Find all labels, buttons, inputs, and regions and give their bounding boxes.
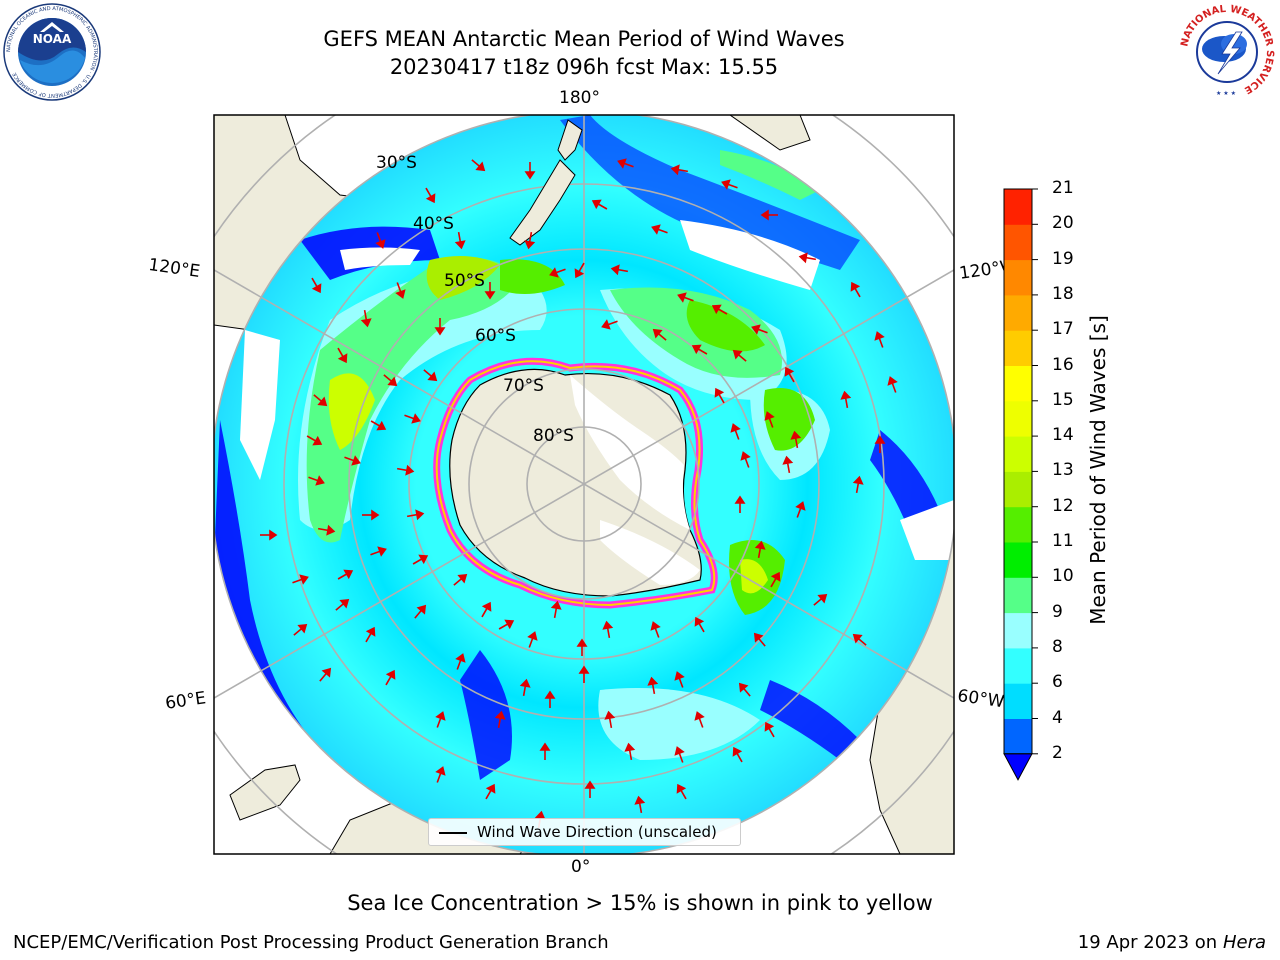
lat-label-70s: 70°S	[503, 376, 544, 396]
colorbar-segment	[1004, 647, 1032, 684]
colorbar-segment	[1004, 294, 1032, 331]
colorbar-segment	[1004, 400, 1032, 437]
lat-label-80s: 80°S	[533, 426, 574, 446]
polar-map: 30°S 40°S 50°S 60°S 70°S 80°S	[213, 114, 955, 855]
colorbar-segment	[1004, 224, 1032, 261]
svg-text:★ ★ ★: ★ ★ ★	[1216, 90, 1236, 97]
nws-logo: NATIONAL WEATHER SERVICE ★ ★ ★	[1176, 2, 1278, 102]
colorbar-tick-label: 17	[1052, 319, 1074, 340]
footer-date: 19 Apr 2023 on Hera	[1078, 932, 1266, 953]
new-zealand-land	[509, 159, 576, 246]
colorbar-tick-label: 13	[1052, 460, 1074, 481]
legend-label: Wind Wave Direction (unscaled)	[477, 823, 717, 841]
colorbar-tick-label: 16	[1052, 354, 1074, 375]
colorbar-tick-label: 15	[1052, 389, 1074, 410]
lat-label-60s: 60°S	[475, 326, 516, 346]
footer-date-text: 19 Apr 2023 on	[1077, 932, 1223, 953]
colorbar-tick-label: 11	[1052, 531, 1074, 551]
lat-label-30s: 30°S	[376, 153, 417, 173]
colorbar-tick-label: 10	[1052, 566, 1074, 587]
colorbar-segment	[1004, 506, 1032, 543]
colorbar-extend-arrow	[1003, 753, 1033, 781]
noaa-logo-text: NOAA	[33, 32, 72, 46]
lat-label-50s: 50°S	[444, 271, 485, 291]
colorbar-segment	[1004, 542, 1032, 578]
footer-producer: NCEP/EMC/Verification Post Processing Pr…	[13, 932, 609, 953]
colorbar-label: Mean Period of Wind Waves [s]	[1086, 315, 1110, 625]
colorbar-tick-label: 4	[1052, 707, 1063, 728]
colorbar	[998, 182, 1056, 786]
lon-label-60e: 60°E	[164, 688, 208, 714]
colorbar-segment	[1004, 612, 1032, 649]
colorbar-tick-label: 2	[1052, 742, 1063, 763]
colorbar-svg	[1003, 188, 1038, 781]
colorbar-segment	[1004, 330, 1032, 366]
colorbar-tick-label: 12	[1052, 495, 1074, 516]
colorbar-segment	[1004, 718, 1032, 755]
legend-line-sample	[439, 832, 467, 834]
colorbar-segment	[1004, 259, 1032, 296]
footer-machine: Hera	[1222, 932, 1266, 953]
chart-subtitle: 20230417 t18z 096h fcst Max: 15.55	[389, 55, 779, 79]
colorbar-segment	[1004, 577, 1032, 614]
chart-title: GEFS MEAN Antarctic Mean Period of Wind …	[323, 27, 845, 51]
colorbar-segment	[1004, 471, 1032, 508]
colorbar-segment	[1004, 189, 1032, 225]
colorbar-tick-labels: 2 4 6 8 9 10 11 12 13 14 15 16 17 18 19 20 21	[1042, 178, 1102, 770]
colorbar-segment	[1004, 436, 1032, 472]
lon-label-180: 180°	[559, 88, 600, 108]
madagascar-land	[229, 764, 301, 821]
colorbar-segment	[1004, 683, 1032, 719]
colorbar-tick-label: 18	[1052, 283, 1074, 304]
noaa-logo: NATIONAL OCEANIC AND ATMOSPHERIC ADMINIS…	[2, 2, 102, 102]
colorbar-tick-label: 6	[1052, 672, 1063, 693]
colorbar-tick-label: 21	[1052, 178, 1074, 198]
sea-ice-note: Sea Ice Concentration > 15% is shown in …	[347, 891, 933, 915]
map-legend: Wind Wave Direction (unscaled)	[428, 818, 741, 846]
colorbar-tick-label: 9	[1052, 601, 1063, 622]
colorbar-segment	[1004, 365, 1032, 402]
colorbar-tick-label: 14	[1052, 425, 1074, 446]
lon-label-0: 0°	[571, 857, 591, 877]
colorbar-tick-label: 19	[1052, 248, 1074, 269]
colorbar-tick-label: 20	[1052, 213, 1074, 234]
colorbar-tick-label: 8	[1052, 636, 1063, 657]
wave-max-region-west	[306, 257, 520, 543]
lat-label-40s: 40°S	[413, 214, 454, 234]
lon-label-120e: 120°E	[147, 255, 202, 283]
